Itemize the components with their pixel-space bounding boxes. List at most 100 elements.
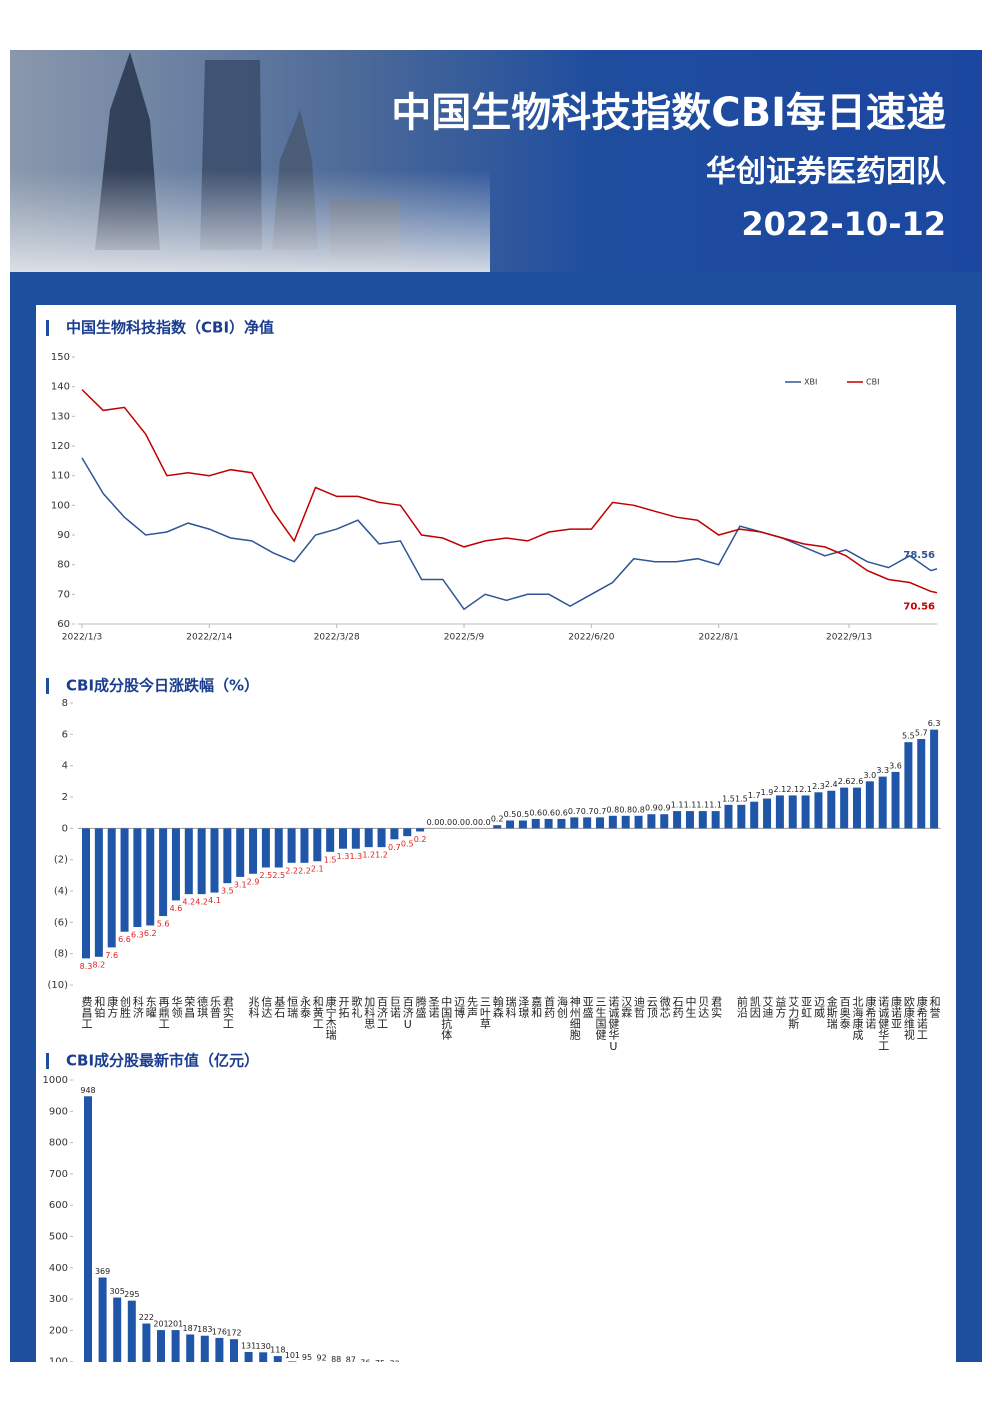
y-tick-label: 120 — [51, 441, 70, 452]
x-tick-label: 开拓 — [337, 996, 350, 1018]
value-label: 0.6 — [555, 808, 568, 817]
x-tick-label: 2022/3/28 — [314, 633, 360, 643]
bar — [801, 795, 810, 829]
value-label: 2.6 — [851, 777, 864, 786]
y-tick-label: 6 — [62, 729, 68, 740]
x-tick-label: 百济工 — [376, 996, 389, 1029]
bar — [332, 1365, 340, 1393]
value-label: 4.1 — [208, 896, 221, 905]
value-label: 3.6 — [889, 761, 902, 770]
value-label: 4.2 — [182, 898, 195, 907]
value-label: 1.1 — [696, 801, 709, 810]
bar — [763, 798, 772, 829]
bar — [223, 828, 232, 884]
y-tick-label: 1000 — [43, 1075, 68, 1086]
y-tick-label: 700 — [49, 1169, 68, 1180]
value-label: 0.8 — [606, 805, 619, 814]
bar — [775, 795, 784, 829]
bar — [518, 820, 527, 829]
bar — [750, 801, 759, 829]
value-label: 5.6 — [157, 920, 170, 929]
value-label: 201 — [168, 1320, 183, 1329]
x-tick-label: 德琪 — [196, 995, 209, 1019]
value-label: 0.0 — [439, 818, 452, 827]
bar — [84, 1096, 92, 1362]
x-tick-label: 和黄工 — [311, 996, 324, 1029]
x-tick-label: 百奥泰 — [838, 996, 851, 1029]
value-label: 305 — [110, 1287, 125, 1296]
bar — [146, 828, 155, 926]
section-title: CBI成分股今日涨跌幅（%） — [66, 677, 259, 695]
y-tick-label: 0 — [62, 823, 68, 834]
bar — [287, 828, 296, 863]
y-tick-label: 2 — [62, 792, 68, 803]
x-tick-label: 费昌工 — [80, 996, 93, 1029]
bar — [347, 1366, 355, 1393]
value-label: 1.3 — [349, 852, 362, 861]
x-tick-label: 益方 — [774, 995, 787, 1018]
x-tick-label: 康诺亚 — [890, 995, 903, 1029]
x-tick-label: 贝达 — [697, 996, 710, 1018]
value-label: 0.7 — [594, 807, 607, 816]
bar — [98, 1277, 107, 1362]
value-label: 369 — [95, 1267, 110, 1276]
value-label: 6.6 — [118, 935, 131, 944]
value-label: 2.5 — [260, 871, 273, 880]
value-label: 176 — [212, 1327, 227, 1336]
value-label: 2.3 — [812, 782, 825, 791]
bar — [853, 787, 861, 829]
value-label: 0.5 — [401, 840, 414, 849]
y-tick-label: 110 — [51, 471, 70, 482]
plots: 中国生物科技指数（CBI）净值6070809010011012013014015… — [43, 319, 941, 1393]
x-tick-label: 歌礼 — [350, 995, 363, 1019]
section-marker — [46, 320, 49, 336]
value-label: 0.0 — [427, 818, 440, 827]
bar — [737, 804, 746, 829]
value-label: 2.9 — [247, 877, 260, 886]
bar — [391, 1370, 399, 1393]
end-label: 70.56 — [903, 602, 935, 613]
value-label: 3.3 — [876, 766, 889, 775]
bar — [197, 828, 206, 895]
x-tick-label: 华领 — [170, 995, 183, 1019]
bar — [557, 818, 566, 829]
value-label: 201 — [153, 1320, 168, 1329]
value-label: 1.7 — [748, 791, 761, 800]
bar — [236, 828, 245, 877]
value-label: 172 — [226, 1329, 241, 1338]
bar — [493, 825, 502, 829]
x-tick-label: 金斯瑞 — [825, 995, 838, 1029]
x-tick-label: 中生 — [684, 996, 697, 1018]
value-label: 130 — [256, 1342, 271, 1351]
series-line — [81, 457, 938, 611]
value-label: 6.3 — [928, 719, 941, 728]
x-tick-label: 康希诺工 — [915, 995, 928, 1040]
x-tick-label: 巨诺 — [388, 996, 401, 1019]
bar — [416, 828, 425, 832]
x-tick-label: 2022/8/1 — [698, 633, 738, 643]
y-tick-label: 60 — [57, 619, 70, 630]
bar — [390, 828, 399, 840]
x-tick-label: 创胜 — [119, 996, 132, 1019]
x-tick-label: 亚盛 — [581, 996, 594, 1018]
value-label: 0.5 — [517, 810, 530, 819]
x-tick-label: 康宁杰瑞 — [324, 995, 337, 1040]
x-tick-label: 亚虹 — [800, 996, 813, 1018]
value-label: 0.6 — [529, 808, 542, 817]
bar — [531, 818, 540, 829]
value-label: 87 — [346, 1355, 356, 1364]
y-tick-label: 900 — [49, 1106, 68, 1117]
bar — [142, 1323, 151, 1362]
x-tick-label: 艾迪 — [761, 996, 774, 1018]
x-tick-label: 荣昌 — [183, 996, 196, 1019]
bar — [634, 815, 643, 829]
y-tick-label: (4) — [54, 886, 68, 897]
header-subtitle: 华创证券医药团队 — [706, 155, 947, 190]
value-label: 0.7 — [581, 807, 594, 816]
legend-label: CBI — [866, 378, 879, 387]
value-label: 2.1 — [774, 785, 787, 794]
x-tick-label: 2022/1/3 — [62, 633, 102, 643]
x-tick-label: 迈博 — [453, 996, 466, 1019]
